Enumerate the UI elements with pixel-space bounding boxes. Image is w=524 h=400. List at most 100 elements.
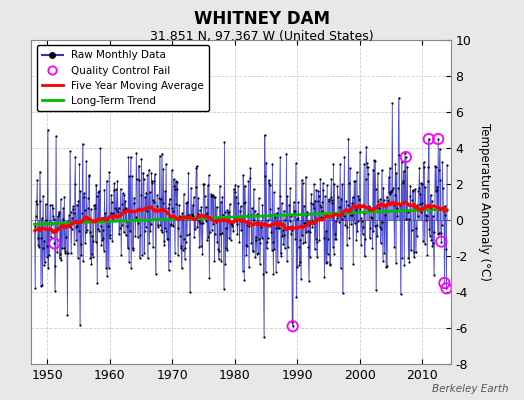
Point	[403, 209, 412, 215]
Point	[174, 225, 183, 232]
Point	[326, 194, 335, 200]
Point	[132, 150, 140, 156]
Point	[185, 231, 193, 237]
Point	[82, 158, 90, 165]
Point	[86, 254, 94, 261]
Point	[127, 217, 136, 224]
Point	[144, 255, 152, 262]
Point	[97, 242, 105, 248]
Point	[81, 240, 89, 246]
Point	[312, 186, 320, 193]
Point	[205, 228, 214, 235]
Point	[439, 184, 447, 191]
Text: Berkeley Earth: Berkeley Earth	[432, 384, 508, 394]
Point	[288, 318, 297, 325]
Point	[294, 199, 302, 205]
Point	[205, 274, 213, 281]
Point	[425, 226, 433, 233]
Point	[364, 171, 373, 177]
Point	[386, 165, 394, 171]
Point	[111, 205, 119, 211]
Point	[345, 180, 353, 186]
Point	[277, 250, 285, 257]
Point	[353, 169, 361, 176]
Point	[247, 212, 255, 218]
Point	[419, 238, 427, 244]
Point	[389, 185, 397, 192]
Point	[242, 252, 250, 258]
Point	[234, 182, 242, 189]
Point	[390, 244, 399, 250]
Point	[219, 212, 227, 218]
Text: 31.851 N, 97.367 W (United States): 31.851 N, 97.367 W (United States)	[150, 30, 374, 43]
Point	[57, 256, 66, 263]
Point	[265, 180, 274, 186]
Point	[231, 182, 239, 188]
Point	[326, 262, 334, 268]
Point	[128, 246, 137, 253]
Point	[188, 210, 196, 217]
Point	[103, 222, 112, 229]
Point	[77, 240, 85, 247]
Point	[283, 258, 291, 264]
Legend: Raw Monthly Data, Quality Control Fail, Five Year Moving Average, Long-Term Tren: Raw Monthly Data, Quality Control Fail, …	[37, 45, 209, 111]
Point	[439, 205, 447, 212]
Point	[336, 265, 345, 272]
Point	[363, 164, 372, 170]
Point	[107, 199, 116, 206]
Point	[396, 291, 405, 297]
Point	[129, 200, 138, 206]
Point	[297, 276, 305, 282]
Point	[121, 198, 129, 204]
Point	[47, 234, 55, 240]
Point	[48, 202, 57, 208]
Point	[70, 241, 79, 247]
Point	[332, 236, 341, 242]
Point	[93, 226, 102, 232]
Point	[73, 201, 81, 208]
Point	[414, 185, 423, 191]
Point	[441, 212, 450, 218]
Point	[385, 174, 393, 180]
Point	[66, 224, 74, 230]
Point	[323, 251, 332, 257]
Point	[130, 208, 139, 214]
Point	[43, 254, 51, 260]
Point	[432, 187, 441, 193]
Point	[191, 184, 200, 190]
Point	[236, 207, 244, 214]
Point	[67, 209, 75, 215]
Point	[348, 200, 356, 206]
Point	[253, 210, 261, 217]
Point	[223, 207, 231, 213]
Point	[239, 200, 248, 206]
Point	[385, 189, 394, 195]
Point	[94, 228, 103, 234]
Point	[187, 212, 195, 218]
Point	[409, 249, 418, 255]
Point	[168, 205, 177, 212]
Point	[339, 210, 347, 216]
Point	[127, 264, 135, 271]
Point	[145, 167, 153, 173]
Point	[412, 232, 421, 239]
Point	[41, 259, 49, 265]
Point	[137, 192, 145, 198]
Point	[42, 243, 51, 250]
Point	[64, 250, 72, 256]
Point	[406, 193, 414, 200]
Point	[149, 244, 157, 251]
Point	[329, 160, 337, 167]
Point	[314, 192, 323, 199]
Point	[244, 212, 252, 218]
Point	[346, 212, 355, 218]
Point	[442, 285, 451, 292]
Point	[120, 192, 128, 198]
Point	[374, 198, 383, 204]
Point	[260, 132, 269, 138]
Point	[409, 188, 417, 194]
Point	[238, 268, 247, 274]
Point	[379, 185, 388, 191]
Point	[272, 225, 281, 231]
Point	[42, 216, 50, 223]
